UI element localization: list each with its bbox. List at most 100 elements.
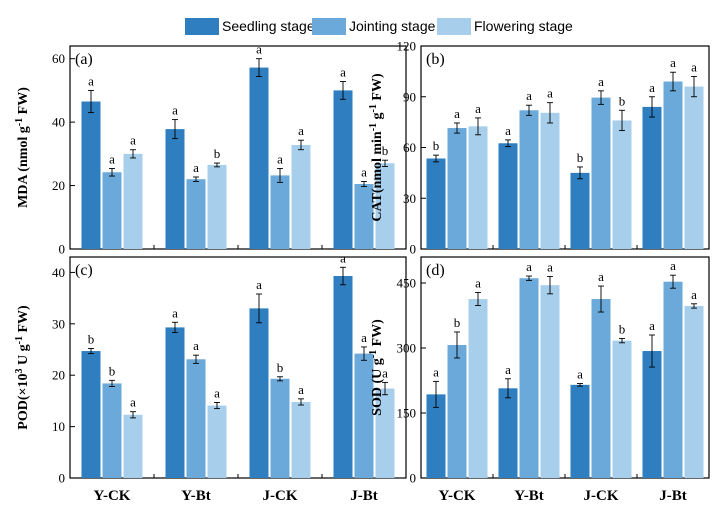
y-axis-label: SOD (U g-1 FW)	[368, 319, 386, 416]
significance-label: b	[382, 143, 389, 158]
significance-label: a	[256, 42, 262, 57]
significance-label: a	[298, 382, 304, 397]
x-category-label: J-CK	[584, 488, 619, 504]
bar-jointing-stage-y-bt	[519, 278, 539, 478]
bar-seedling-stage-j-ck	[249, 67, 269, 249]
bar-seedling-stage-j-ck	[570, 172, 590, 249]
panel-tag: (b)	[426, 51, 445, 68]
significance-label: b	[277, 360, 284, 375]
significance-label: a	[382, 365, 388, 380]
bar-flowering-stage-j-bt	[375, 163, 395, 249]
y-tick-label: 300	[397, 341, 417, 356]
significance-label: b	[433, 138, 440, 153]
x-category-label: Y-Bt	[514, 488, 543, 504]
y-axis-label-part: CAT(nmol min	[370, 131, 385, 222]
y-tick-label: 60	[403, 140, 416, 155]
significance-label: a	[598, 74, 604, 89]
significance-label: b	[109, 363, 116, 378]
y-axis-label: MDA (nmol g-1 FW)	[14, 87, 32, 208]
x-category-label: J-Bt	[350, 488, 378, 504]
bar-flowering-stage-j-bt	[684, 305, 704, 478]
significance-label: a	[193, 338, 199, 353]
y-axis-label-part: -1	[368, 123, 379, 131]
y-axis-label-part: FW)	[16, 87, 31, 118]
y-tick-label: 20	[52, 178, 65, 193]
significance-label: a	[547, 86, 553, 101]
bar-flowering-stage-j-ck	[612, 340, 632, 478]
significance-label: a	[691, 287, 697, 302]
y-tick-label: 20	[52, 368, 65, 383]
bar-jointing-stage-y-ck	[102, 172, 122, 249]
significance-label: a	[172, 103, 178, 118]
y-tick-label: 30	[52, 316, 65, 331]
y-tick-label: 120	[397, 39, 417, 54]
y-axis-label-part: FW)	[16, 305, 31, 336]
significance-label: b	[577, 150, 584, 165]
bar-seedling-stage-y-ck	[426, 158, 446, 249]
significance-label: a	[598, 269, 604, 284]
significance-label: a	[475, 276, 481, 291]
bar-jointing-stage-j-bt	[663, 281, 683, 478]
significance-label: a	[172, 305, 178, 320]
bar-seedling-stage-y-bt	[498, 388, 518, 478]
legend-swatch-seedling-stage	[185, 18, 219, 35]
significance-label: a	[340, 250, 346, 265]
y-axis-label-part: FW)	[370, 319, 385, 350]
bar-seedling-stage-y-bt	[165, 327, 185, 478]
panel-tag: (d)	[426, 262, 445, 279]
y-axis-label-part: -1	[368, 350, 379, 358]
significance-label: a	[298, 123, 304, 138]
significance-label: a	[649, 80, 655, 95]
significance-label: a	[361, 330, 367, 345]
y-axis-label-part: -1	[368, 104, 379, 112]
bar-jointing-stage-j-bt	[663, 81, 683, 250]
bar-jointing-stage-j-ck	[270, 175, 290, 249]
significance-label: a	[277, 151, 283, 166]
bar-jointing-stage-y-ck	[447, 344, 467, 478]
y-tick-label: 450	[397, 276, 417, 291]
x-category-label: Y-CK	[94, 488, 131, 504]
significance-label: a	[109, 151, 115, 166]
x-category-label: J-CK	[263, 488, 298, 504]
y-axis-label-part: FW)	[370, 73, 385, 104]
y-axis-label-part: -1	[14, 118, 25, 126]
legend-label-seedling-stage: Seedling stage	[222, 18, 315, 34]
significance-label: b	[88, 331, 95, 346]
bar-flowering-stage-y-ck	[468, 126, 488, 249]
significance-label: a	[433, 364, 439, 379]
bar-flowering-stage-j-bt	[375, 388, 395, 478]
bar-flowering-stage-y-bt	[207, 405, 227, 478]
significance-label: a	[214, 385, 220, 400]
y-axis-label-part: SOD (U g	[370, 358, 385, 416]
x-category-label: Y-Bt	[181, 488, 210, 504]
x-category-label: Y-CK	[439, 488, 476, 504]
bar-seedling-stage-y-ck	[81, 101, 101, 249]
bar-seedling-stage-y-ck	[426, 394, 446, 478]
bar-jointing-stage-y-ck	[102, 383, 122, 478]
y-axis-label: CAT(nmol min-1 g-1 FW)	[368, 73, 386, 222]
bar-seedling-stage-y-bt	[165, 129, 185, 249]
bar-jointing-stage-y-bt	[519, 110, 539, 250]
y-tick-label: 40	[52, 115, 65, 130]
significance-label: a	[505, 362, 511, 377]
bar-seedling-stage-y-ck	[81, 351, 101, 478]
bar-jointing-stage-j-ck	[270, 378, 290, 478]
bar-jointing-stage-y-ck	[447, 128, 467, 249]
y-axis-label-part: MDA (nmol g	[16, 126, 31, 208]
bar-flowering-stage-y-ck	[123, 414, 143, 478]
y-tick-label: 0	[410, 471, 417, 486]
significance-label: a	[88, 73, 94, 88]
legend-label-jointing-stage: Jointing stage	[349, 18, 436, 34]
y-tick-label: 0	[59, 471, 66, 486]
bar-jointing-stage-j-bt	[354, 183, 374, 249]
bar-flowering-stage-j-ck	[291, 144, 311, 249]
bar-flowering-stage-j-ck	[291, 401, 311, 478]
legend-swatch-flowering-stage	[437, 18, 471, 35]
significance-label: a	[454, 106, 460, 121]
y-tick-label: 90	[403, 89, 416, 104]
y-tick-label: 40	[52, 265, 65, 280]
